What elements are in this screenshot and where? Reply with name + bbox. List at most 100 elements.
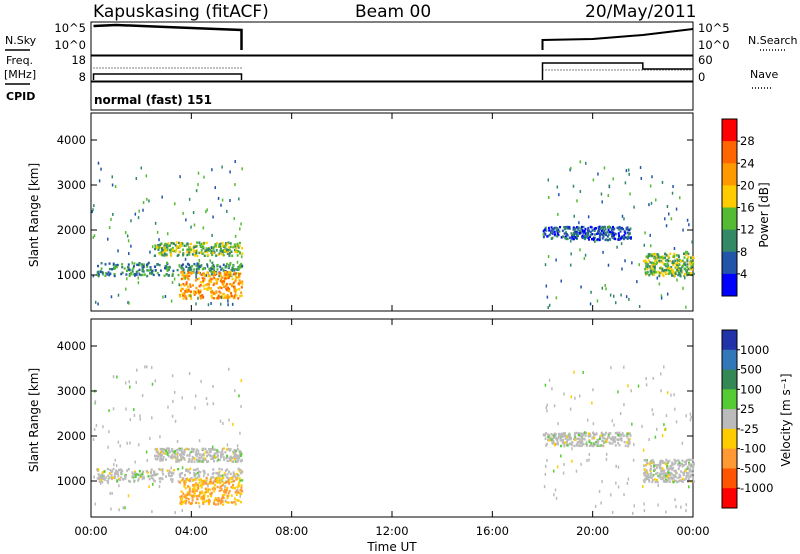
heatmap-cell bbox=[227, 299, 229, 303]
heatmap-cell bbox=[180, 472, 183, 475]
heatmap-cell bbox=[625, 169, 628, 173]
heatmap-cell bbox=[551, 236, 554, 240]
heatmap-cell bbox=[105, 476, 108, 479]
heatmap-cell bbox=[238, 449, 241, 453]
heatmap-cell bbox=[558, 230, 561, 233]
heatmap-cell bbox=[222, 282, 225, 285]
heatmap-cell bbox=[685, 460, 688, 464]
heatmap-cell bbox=[621, 235, 624, 238]
heatmap-cell bbox=[234, 503, 237, 506]
heatmap-cell bbox=[667, 471, 670, 474]
heatmap-cell bbox=[588, 444, 591, 448]
heatmap-cell bbox=[676, 259, 679, 262]
heatmap-cell bbox=[675, 266, 678, 269]
heatmap-cell bbox=[101, 472, 104, 476]
heatmap-cell bbox=[197, 183, 199, 187]
heatmap-cell bbox=[220, 454, 223, 457]
heatmap-cell bbox=[214, 497, 217, 500]
heatmap-cell bbox=[97, 468, 100, 472]
heatmap-cell bbox=[158, 485, 161, 489]
heatmap-cell bbox=[209, 270, 212, 273]
heatmap-cell bbox=[611, 419, 614, 423]
heatmap-cell bbox=[571, 441, 574, 444]
heatmap-cell bbox=[666, 476, 669, 479]
heatmap-cell bbox=[587, 228, 590, 231]
heatmap-cell bbox=[165, 243, 168, 246]
heatmap-cell bbox=[546, 409, 548, 413]
heatmap-cell bbox=[609, 293, 612, 297]
heatmap-cell bbox=[200, 459, 203, 463]
heatmap-cell bbox=[203, 241, 206, 245]
heatmap-cell bbox=[213, 452, 216, 456]
heatmap-cell bbox=[164, 242, 167, 246]
heatmap-cell bbox=[220, 296, 223, 300]
heatmap-cell bbox=[189, 285, 192, 288]
heatmap-cell bbox=[199, 478, 202, 481]
heatmap-cell bbox=[183, 450, 186, 454]
heatmap-cell bbox=[571, 447, 573, 451]
heatmap-cell bbox=[222, 456, 225, 459]
heatmap-cell bbox=[208, 482, 211, 485]
heatmap-cell bbox=[176, 458, 179, 461]
heatmap-cell bbox=[576, 199, 578, 203]
heatmap-cell bbox=[631, 261, 633, 265]
heatmap-cell bbox=[619, 412, 622, 416]
heatmap-cell bbox=[579, 160, 582, 164]
heatmap-cell bbox=[195, 271, 198, 274]
heatmap-cell bbox=[210, 301, 212, 305]
heatmap-cell bbox=[570, 443, 573, 447]
heatmap-cell bbox=[610, 366, 612, 370]
heatmap-cell bbox=[178, 241, 181, 245]
heatmap-cell bbox=[216, 263, 219, 267]
heatmap-cell bbox=[155, 454, 158, 458]
heatmap-cell bbox=[154, 221, 157, 225]
heatmap-cell bbox=[585, 442, 588, 446]
heatmap-cell bbox=[158, 263, 161, 267]
heatmap-cell bbox=[109, 491, 111, 495]
heatmap-cell bbox=[219, 265, 222, 268]
heatmap-cell bbox=[642, 472, 645, 475]
heatmap-cell bbox=[563, 462, 565, 466]
heatmap-cell bbox=[240, 291, 243, 294]
heatmap-cell bbox=[225, 457, 228, 460]
heatmap-cell bbox=[686, 465, 689, 469]
range-tick-label: 3000 bbox=[57, 384, 86, 398]
heatmap-cell bbox=[624, 232, 627, 235]
heatmap-cell bbox=[229, 457, 232, 461]
heatmap-cell bbox=[142, 470, 145, 473]
heatmap-cell bbox=[216, 455, 219, 458]
colorbar-swatch bbox=[722, 428, 737, 450]
heatmap-cell bbox=[198, 453, 201, 456]
heatmap-cell bbox=[687, 252, 690, 255]
heatmap-cell bbox=[112, 467, 115, 471]
heatmap-cell bbox=[98, 477, 101, 481]
heatmap-cell bbox=[686, 258, 689, 261]
heatmap-cell bbox=[591, 401, 593, 405]
heatmap-cell bbox=[113, 274, 116, 278]
heatmap-cell bbox=[622, 237, 625, 241]
heatmap-cell bbox=[163, 249, 166, 253]
heatmap-cell bbox=[190, 297, 193, 300]
heatmap-cell bbox=[216, 499, 219, 502]
heatmap-cell bbox=[183, 244, 186, 248]
heatmap-cell bbox=[160, 253, 163, 256]
heatmap-cell bbox=[97, 302, 99, 306]
heatmap-cell bbox=[664, 462, 667, 466]
heatmap-cell bbox=[181, 456, 184, 459]
heatmap-cell bbox=[228, 246, 231, 249]
heatmap-cell bbox=[222, 269, 225, 272]
heatmap-cell bbox=[566, 237, 569, 240]
heatmap-cell bbox=[607, 263, 610, 267]
heatmap-cell bbox=[137, 263, 140, 266]
heatmap-cell bbox=[168, 469, 171, 473]
heatmap-cell bbox=[655, 472, 658, 475]
heatmap-cell bbox=[111, 491, 113, 495]
heatmap-cell bbox=[228, 290, 231, 293]
heatmap-cell bbox=[653, 265, 656, 268]
heatmap-cell bbox=[228, 287, 231, 291]
heatmap-cell bbox=[100, 262, 103, 265]
heatmap-cell bbox=[669, 464, 672, 468]
heatmap-cell bbox=[205, 241, 208, 245]
heatmap-cell bbox=[628, 236, 631, 240]
